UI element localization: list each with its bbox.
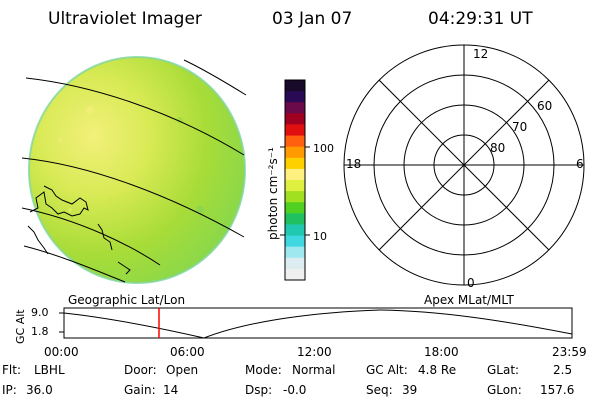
colorbar-swatch	[285, 91, 305, 103]
timeline-ytick-high: 9.0	[31, 306, 49, 319]
colorbar-tick-100: 100	[313, 142, 334, 155]
status-dsp-label: Dsp:	[245, 383, 272, 397]
colorbar-swatch	[285, 168, 305, 181]
status-panel: Flt: LBHL Door: Open Mode: Normal GC Alt…	[2, 363, 574, 397]
colorbar-swatch	[285, 180, 305, 192]
colorbar-swatch	[285, 246, 305, 259]
altitude-curve	[63, 309, 573, 339]
status-seq-value: 39	[402, 383, 417, 397]
date-label: 03 Jan 07	[272, 9, 352, 29]
colorbar-swatch	[285, 124, 305, 137]
lat-label-80: 80	[490, 141, 505, 155]
status-dsp-value: -0.0	[283, 383, 306, 397]
colorbar: 100 10 photon cm⁻²s⁻¹	[266, 79, 334, 281]
status-mode-label: Mode:	[245, 363, 282, 377]
timeline-right-title: Apex MLat/MLT	[424, 293, 514, 307]
status-glon-label: GLon:	[487, 383, 522, 397]
colorbar-swatch	[285, 80, 305, 92]
status-door-label: Door:	[124, 363, 157, 377]
lat-label-70: 70	[512, 120, 527, 134]
status-gain-value: 14	[163, 383, 178, 397]
timeline-xtick-0000: 00:00	[44, 345, 79, 359]
status-ip-value: 36.0	[26, 383, 53, 397]
uv-image	[28, 56, 246, 284]
colorbar-swatch	[285, 213, 305, 226]
timeline-left-title: Geographic Lat/Lon	[68, 293, 185, 307]
colorbar-swatch	[285, 235, 305, 248]
status-seq-label: Seq:	[366, 383, 393, 397]
status-gcalt-label: GC Alt:	[366, 363, 408, 377]
timeline-ytick-low: 1.8	[31, 325, 49, 338]
status-ip-label: IP:	[2, 383, 17, 397]
colorbar-swatch	[285, 146, 305, 159]
mlt-label-0: 0	[467, 276, 475, 290]
status-gcalt-value: 4.8 Re	[418, 363, 456, 377]
status-glat-label: GLat:	[487, 363, 519, 377]
colorbar-swatch	[285, 268, 305, 281]
timeline-xtick-1200: 12:00	[297, 345, 332, 359]
status-glat-value: 2.5	[553, 363, 572, 377]
status-flt-label: Flt:	[2, 363, 21, 377]
status-mode-value: Normal	[292, 363, 335, 377]
earth-disk	[29, 57, 245, 283]
latlon-grid	[21, 59, 247, 283]
colorbar-swatch	[285, 191, 305, 203]
polar-plot	[343, 44, 585, 286]
timeline-xtick-1800: 18:00	[424, 345, 459, 359]
noise-texture	[57, 87, 204, 243]
time-label: 04:29:31 UT	[428, 9, 533, 29]
mlt-label-6: 6	[576, 157, 584, 171]
coastline	[27, 185, 131, 275]
mlt-label-12: 12	[473, 47, 488, 61]
timeline-xtick-0600: 06:00	[170, 345, 205, 359]
colorbar-swatch	[285, 202, 305, 214]
timeline-axis-label: GC Alt	[14, 309, 27, 344]
timeline-xtick-2359: 23:59	[552, 345, 587, 359]
status-glon-value: 157.6	[540, 383, 574, 397]
colorbar-tick-10: 10	[313, 230, 327, 243]
colorbar-swatch	[285, 102, 305, 114]
colorbar-swatch	[285, 224, 305, 237]
lat-label-60: 60	[537, 99, 552, 113]
mlt-label-18: 18	[346, 157, 361, 171]
timeline-frame	[63, 307, 573, 339]
colorbar-swatches	[285, 80, 305, 281]
timeline: Geographic Lat/Lon Apex MLat/MLT GC Alt …	[14, 293, 587, 359]
instrument-title: Ultraviolet Imager	[48, 9, 202, 29]
status-gain-label: Gain:	[124, 383, 156, 397]
status-door-value: Open	[166, 363, 198, 377]
colorbar-swatch	[285, 113, 305, 126]
colorbar-swatch	[285, 157, 305, 170]
colorbar-unit-label: photon cm⁻²s⁻¹	[266, 147, 280, 240]
status-flt-value: LBHL	[34, 363, 65, 377]
colorbar-swatch	[285, 257, 305, 270]
colorbar-swatch	[285, 135, 305, 148]
